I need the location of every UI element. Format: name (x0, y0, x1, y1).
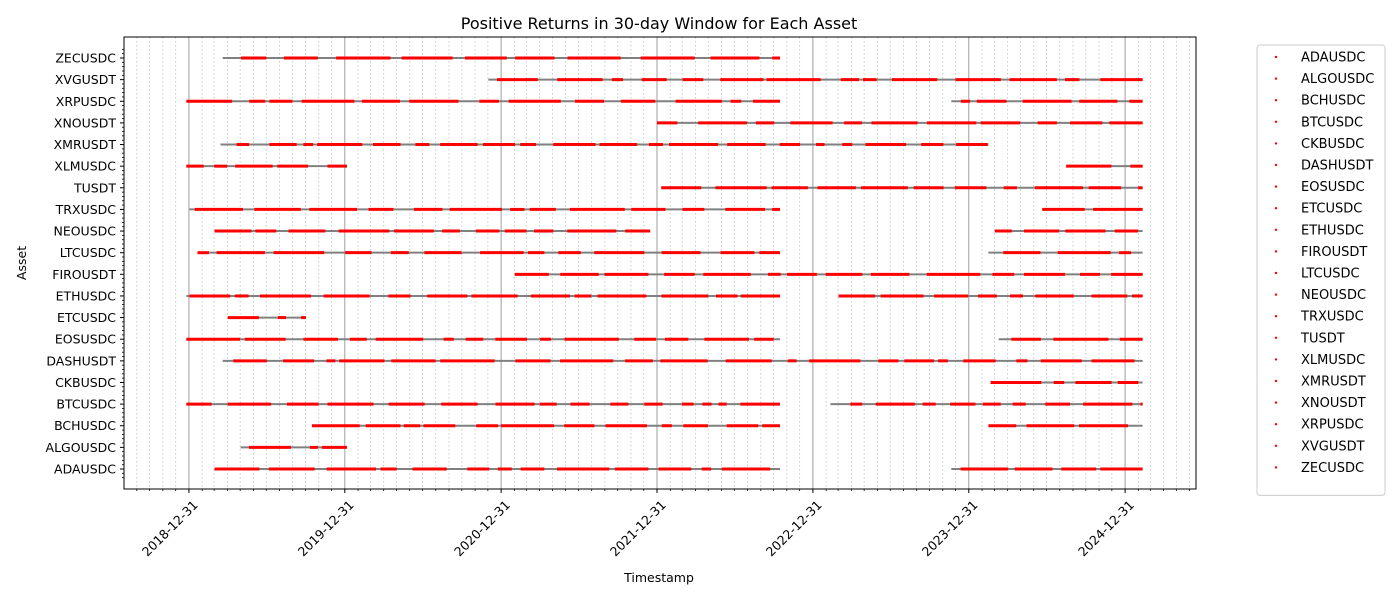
legend-box (1256, 44, 1386, 496)
legend-label: ETHUSDC (1301, 223, 1364, 238)
legend-label: BCHUSDC (1301, 94, 1365, 109)
legend-label: BTCUSDC (1301, 115, 1363, 130)
minor-grid (136, 37, 1190, 489)
y-tick-label: XRPUSDC (56, 94, 116, 109)
y-tick-label: XLMUSDC (54, 159, 116, 174)
legend-label: CKBUSDC (1301, 137, 1364, 152)
legend-label: FIROUSDT (1301, 245, 1367, 260)
legend-marker (1274, 379, 1278, 383)
legend-marker (1274, 228, 1278, 231)
legend-marker (1274, 207, 1278, 210)
legend-marker (1274, 120, 1278, 124)
y-tick-label: NEOUSDC (53, 224, 116, 239)
y-tick-label: TRXUSDC (55, 202, 117, 217)
y-tick-label: EOSUSDC (55, 332, 116, 347)
x-tick-label: 2024-12-31 (1075, 497, 1137, 559)
legend-label: XNOUSDT (1301, 396, 1366, 411)
legend-marker (1274, 271, 1278, 275)
legend-label: ZECUSDC (1301, 461, 1364, 476)
legend-marker (1274, 163, 1278, 167)
y-tick-label: ZECUSDC (55, 51, 116, 66)
y-tick-label: ADAUSDC (54, 462, 116, 477)
legend-marker (1274, 77, 1278, 80)
legend-marker (1274, 55, 1278, 59)
x-tick-label: 2019-12-31 (295, 497, 357, 559)
legend-marker (1274, 423, 1278, 426)
y-tick-label: LTCUSDC (60, 245, 117, 260)
legend-label: ADAUSDC (1301, 51, 1365, 66)
legend-marker (1274, 293, 1278, 296)
x-tick-label: 2022-12-31 (763, 497, 825, 559)
y-axis: ADAUSDC ALGOUSDC BCHUSDC BTCUSDC CKBUSDC DASH… (46, 48, 124, 479)
legend-marker (1274, 185, 1278, 188)
y-tick-label: ALGOUSDC (46, 440, 117, 455)
y-tick-label: TUSDT (73, 180, 116, 195)
legend-marker (1274, 315, 1278, 318)
plot-frame (123, 36, 1197, 490)
legend-marker (1274, 358, 1278, 361)
x-tick-label: 2021-12-31 (607, 497, 669, 559)
legend-label: TRXUSDC (1300, 310, 1364, 325)
legend-label: EOSUSDC (1301, 180, 1365, 195)
legend-marker (1274, 99, 1278, 102)
legend-label: TUSDT (1300, 331, 1345, 346)
legend-marker (1274, 444, 1278, 447)
y-tick-label: BTCUSDC (56, 397, 116, 412)
y-tick-label: CKBUSDC (55, 375, 116, 390)
legend-label: LTCUSDC (1301, 267, 1360, 282)
y-tick-label: FIROUSDT (52, 267, 116, 282)
x-tick-label: 2018-12-31 (139, 497, 201, 559)
x-axis: 2018-12-31 2019-12-31 2020-12-31 2021-12-31… (136, 489, 1190, 559)
legend-label: ETCUSDC (1301, 202, 1362, 217)
legend-marker (1274, 336, 1278, 339)
x-tick-label: 2020-12-31 (451, 497, 513, 559)
y-tick-label: XVGUSDT (55, 72, 117, 87)
major-grid (188, 37, 1126, 489)
y-tick-label: ETHUSDC (56, 288, 117, 303)
y-axis-label: Asset (14, 246, 29, 280)
legend: ADAUSDC ALGOUSDC BCHUSDC BTCUSDC CKBUSDC DASH… (1256, 44, 1386, 496)
legend-marker (1274, 142, 1278, 145)
legend-label: XLMUSDC (1301, 353, 1365, 368)
legend-marker (1274, 401, 1278, 404)
y-tick-label: XNOUSDT (54, 115, 116, 130)
legend-label: ALGOUSDC (1301, 72, 1374, 87)
chart-title: Positive Returns in 30-day Window for Ea… (461, 14, 858, 33)
legend-label: DASHUSDT (1301, 159, 1373, 174)
legend-label: XMRUSDT (1301, 375, 1366, 390)
y-tick-label: XMRUSDT (54, 137, 117, 152)
legend-marker (1274, 466, 1278, 469)
legend-marker (1274, 250, 1278, 253)
series-marks (186, 56, 1143, 471)
y-tick-label: ETCUSDC (57, 310, 116, 325)
y-tick-label: DASHUSDT (46, 353, 116, 368)
legend-label: XVGUSDT (1301, 439, 1365, 454)
x-axis-label: Timestamp (623, 570, 694, 585)
y-tick-label: BCHUSDC (54, 418, 116, 433)
legend-label: NEOUSDC (1301, 288, 1366, 303)
x-tick-label: 2023-12-31 (919, 497, 981, 559)
legend-label: XRPUSDC (1301, 418, 1364, 433)
